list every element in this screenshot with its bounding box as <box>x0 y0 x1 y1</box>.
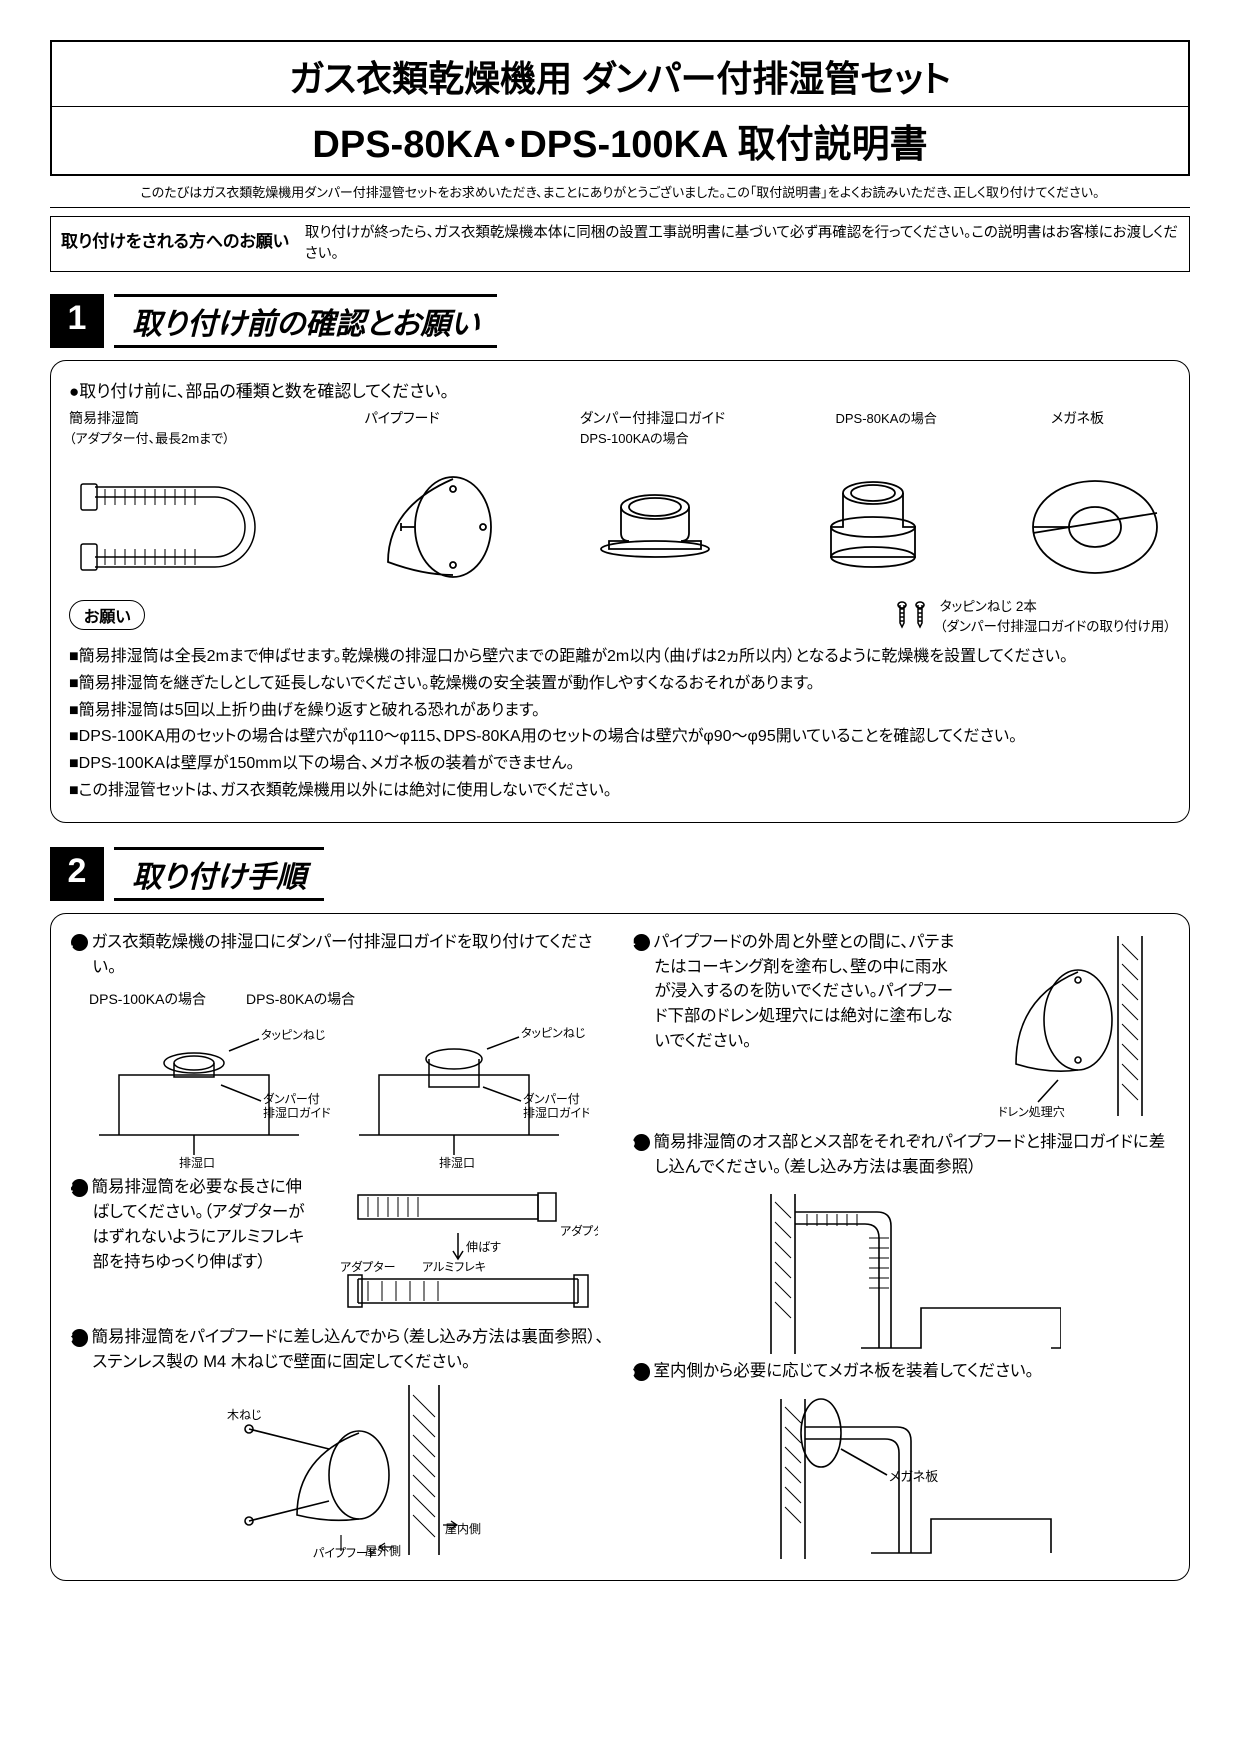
parts-intro: ●取り付け前に、部品の種類と数を確認してください。 <box>69 377 1171 402</box>
request-text: 取り付けが終ったら、ガス衣類乾燥機本体に同梱の設置工事説明書に基づいて必ず再確認… <box>305 223 1179 265</box>
onegai-badge: お願い <box>69 600 145 630</box>
svg-text:排湿口ガイド: 排湿口ガイド <box>263 1105 331 1120</box>
lbl-screw-l: タッピンねじ <box>261 1028 325 1042</box>
parts-diagrams <box>69 457 1171 587</box>
part-label-1: パイプフード <box>365 408 525 428</box>
request-label: 取り付けをされる方へのお願い <box>61 223 289 252</box>
step-num-6: 6 <box>633 1363 650 1380</box>
svg-text:排湿口ガイド: 排湿口ガイド <box>523 1105 589 1120</box>
lbl-megane: メガネ板 <box>889 1469 938 1484</box>
lbl-in: 屋内側 <box>445 1522 481 1536</box>
guide-80-icon <box>808 467 938 587</box>
lbl-drain: ドレン処理穴 <box>998 1104 1065 1119</box>
step-1-subheaders: DPS-100KAの場合 DPS-80KAの場合 <box>89 989 607 1009</box>
step-5-text: 簡易排湿筒のオス部とメス部をそれぞれパイプフードと排湿口ガイドに差し込んでくださ… <box>653 1133 1165 1176</box>
step-num-3: 3 <box>71 1329 88 1346</box>
step-num-2: 2 <box>71 1179 88 1196</box>
step-num-4: 4 <box>633 934 650 951</box>
part-label-0: 簡易排湿筒 <box>69 408 309 428</box>
step-4: 4パイプフードの外周と外壁との間に、パテまたはコーキング剤を塗布し、壁の中に雨水… <box>633 930 955 1054</box>
lbl-adapter-r: アダプター <box>560 1223 598 1238</box>
step-1-sub-a: DPS-100KAの場合 <box>89 989 206 1009</box>
section-1-notes: ■簡易排湿筒は全長2mまで伸ばせます。乾燥機の排湿口から壁穴までの距離が2m以内… <box>69 645 1171 804</box>
screw-icon <box>892 598 932 632</box>
part-sub-0: （アダプター付、最長2mまで） <box>69 428 309 447</box>
lbl-port-r: 排湿口 <box>439 1155 475 1170</box>
document-title-box: ガス衣類乾燥機用 ダンパー付排湿管セット DPS-80KA・DPS-100KA … <box>50 40 1190 176</box>
note-1: ■簡易排湿筒を継ぎたしとして延長しないでください。乾燥機の安全装置が動作しやすく… <box>69 672 1171 697</box>
screw-sub: （ダンパー付排湿口ガイドの取り付け用） <box>940 615 1171 635</box>
step-1-diagram: タッピンねじ ダンパー付排湿口ガイド 排湿口 タッピンねじ ダンパー付排湿口ガイ… <box>71 1015 607 1175</box>
screw-label: タッピンねじ 2本 <box>940 595 1171 615</box>
note-4: ■DPS-100KAは壁厚が150mm以下の場合、メガネ板の装着ができません。 <box>69 752 1171 777</box>
lbl-extend: 伸ばす <box>466 1240 501 1254</box>
megane-plate-icon <box>1025 467 1165 587</box>
step-5-diagram <box>633 1189 1169 1359</box>
screw-label-group: タッピンねじ 2本 （ダンパー付排湿口ガイドの取り付け用） <box>892 595 1171 635</box>
note-3: ■DPS-100KA用のセットの場合は壁穴がφ110～φ115、DPS-80KA… <box>69 725 1171 750</box>
lbl-out: 屋外側 <box>365 1544 401 1558</box>
step-2: 2簡易排湿筒を必要な長さに伸ばしてください。（アダプターがはずれないようにアルミ… <box>71 1175 318 1274</box>
section-2-number: 2 <box>50 847 104 901</box>
request-row: 取り付けをされる方へのお願い 取り付けが終ったら、ガス衣類乾燥機本体に同梱の設置… <box>50 216 1190 272</box>
svg-text:ダンパー付: ダンパー付 <box>263 1091 320 1106</box>
note-2: ■簡易排湿筒は5回以上折り曲げを繰り返すと破れる恐れがあります。 <box>69 699 1171 724</box>
section-2-box: 1ガス衣類乾燥機の排湿口にダンパー付排湿口ガイドを取り付けてください。 DPS-… <box>50 913 1190 1581</box>
parts-labels-row: 簡易排湿筒 （アダプター付、最長2mまで） パイプフード ダンパー付排湿口ガイド… <box>69 408 1171 447</box>
step-2-diagram: アダプター アダプター 伸ばす アルミフレキ <box>330 1175 607 1325</box>
step-3-diagram: 木ねじ パイプフード 屋外側 屋内側 <box>71 1385 607 1555</box>
lbl-screw-r: タッピンねじ <box>521 1026 585 1040</box>
section-2-title: 取り付け手順 <box>114 847 324 901</box>
lbl-adapter-l: アダプター <box>340 1259 396 1274</box>
section-2-header: 2 取り付け手順 <box>50 847 1190 901</box>
note-0: ■簡易排湿筒は全長2mまで伸ばせます。乾燥機の排湿口から壁穴までの距離が2m以内… <box>69 645 1171 670</box>
step-6-text: 室内側から必要に応じてメガネ板を装着してください。 <box>653 1362 1033 1380</box>
section-1-title: 取り付け前の確認とお願い <box>114 294 497 348</box>
step-2-row: 2簡易排湿筒を必要な長さに伸ばしてください。（アダプターがはずれないようにアルミ… <box>71 1175 607 1325</box>
note-5: ■この排湿管セットは、ガス衣類乾燥機用以外には絶対に使用しないでください。 <box>69 779 1171 804</box>
step-1-sub-b: DPS-80KAの場合 <box>246 989 355 1009</box>
flex-duct-icon <box>75 467 275 587</box>
title-line-2: DPS-80KA・DPS-100KA 取付説明書 <box>52 107 1188 174</box>
onegai-row: お願い タッピンねじ 2本 （ダンパー付排湿口ガイドの取り付け用） <box>69 595 1171 635</box>
step-3-text: 簡易排湿筒をパイプフードに差し込んでから（差し込み方法は裏面参照）、ステンレス製… <box>91 1328 603 1371</box>
step-1: 1ガス衣類乾燥機の排湿口にダンパー付排湿口ガイドを取り付けてください。 <box>71 930 607 980</box>
step-6-diagram: メガネ板 <box>633 1394 1169 1564</box>
section-1-header: 1 取り付け前の確認とお願い <box>50 294 1190 348</box>
step-5: 5簡易排湿筒のオス部とメス部をそれぞれパイプフードと排湿口ガイドに差し込んでくだ… <box>633 1130 1169 1180</box>
section-1-box: ●取り付け前に、部品の種類と数を確認してください。 簡易排湿筒 （アダプター付、… <box>50 360 1190 823</box>
part-label-4: メガネ板 <box>1051 408 1171 428</box>
step-2-text: 簡易排湿筒を必要な長さに伸ばしてください。（アダプターがはずれないようにアルミフ… <box>91 1178 304 1270</box>
part-sub-2: DPS-100KAの場合 <box>580 428 780 447</box>
step-4-diagram: ドレン処理穴 <box>967 930 1169 1130</box>
thanks-text: このたびはガス衣類乾燥機用ダンパー付排湿管セットをお求めいただき、まことにありが… <box>50 182 1190 208</box>
step-num-1: 1 <box>71 934 88 951</box>
part-sub-3: DPS-80KAの場合 <box>836 408 996 427</box>
step-4-text: パイプフードの外周と外壁との間に、パテまたはコーキング剤を塗布し、壁の中に雨水が… <box>653 933 954 1050</box>
step-num-5: 5 <box>633 1134 650 1151</box>
lbl-port-l: 排湿口 <box>179 1155 215 1170</box>
step-4-row: 4パイプフードの外周と外壁との間に、パテまたはコーキング剤を塗布し、壁の中に雨水… <box>633 930 1169 1130</box>
lbl-wood: 木ねじ <box>227 1408 262 1422</box>
step-6: 6室内側から必要に応じてメガネ板を装着してください。 <box>633 1359 1169 1384</box>
lbl-flex: アルミフレキ <box>422 1260 486 1274</box>
procedure-right-column: 4パイプフードの外周と外壁との間に、パテまたはコーキング剤を塗布し、壁の中に雨水… <box>633 930 1169 1564</box>
guide-100-icon <box>590 477 720 587</box>
svg-text:ダンパー付: ダンパー付 <box>523 1091 580 1106</box>
step-1-text: ガス衣類乾燥機の排湿口にダンパー付排湿口ガイドを取り付けてください。 <box>91 933 592 976</box>
section-1-number: 1 <box>50 294 104 348</box>
procedure-left-column: 1ガス衣類乾燥機の排湿口にダンパー付排湿口ガイドを取り付けてください。 DPS-… <box>71 930 607 1564</box>
pipe-hood-icon <box>363 467 503 587</box>
part-label-2: ダンパー付排湿口ガイド <box>580 408 780 428</box>
title-line-1: ガス衣類乾燥機用 ダンパー付排湿管セット <box>52 42 1188 107</box>
step-3: 3簡易排湿筒をパイプフードに差し込んでから（差し込み方法は裏面参照）、ステンレス… <box>71 1325 607 1375</box>
